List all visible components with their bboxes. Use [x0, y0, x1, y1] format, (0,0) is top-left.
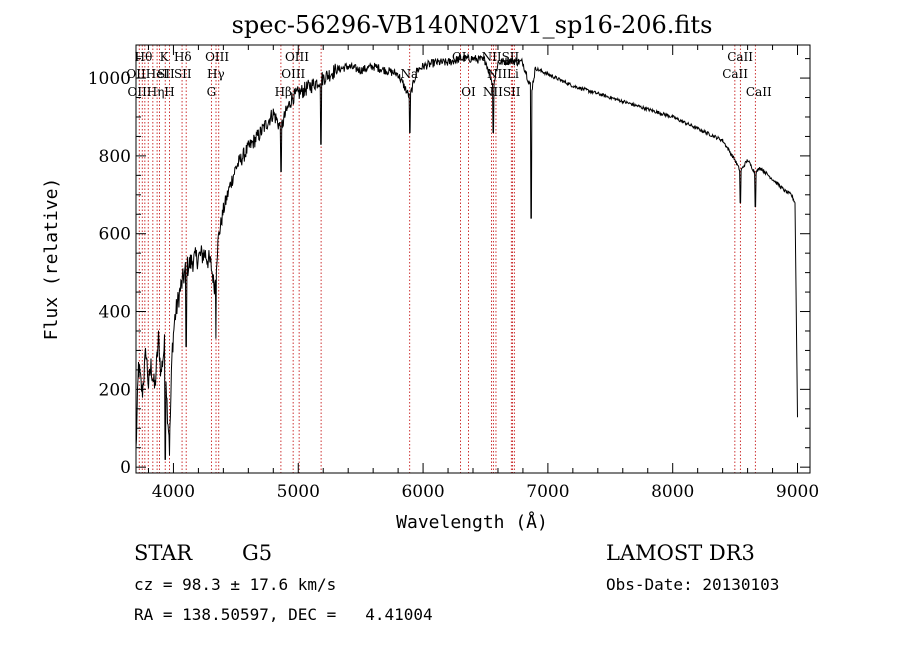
y-tick-label-5: 1000 [88, 69, 131, 89]
x-tick-label-4: 8000 [651, 482, 694, 502]
x-tick-label-1: 5000 [277, 482, 320, 502]
spectrum-line [135, 53, 798, 460]
marker-label-12: OIII [281, 67, 305, 81]
y-axis-ticks: 0 200 400 600 800 1000 [88, 58, 810, 478]
marker-label-5: H [164, 85, 174, 99]
object-class: STAR [134, 541, 193, 565]
y-tick-label-3: 600 [99, 225, 131, 245]
spectral-line-markers [138, 45, 756, 473]
marker-label-19: NIISII [483, 85, 521, 99]
marker-label-3: K [160, 50, 170, 64]
coordinates: RA = 138.50597, DEC = 4.41004 [134, 605, 433, 624]
x-axis-label: Wavelength (Å) [396, 511, 548, 533]
marker-label-10: G [207, 85, 217, 99]
marker-label-7: SII [174, 67, 192, 81]
y-tick-label-0: 0 [120, 458, 131, 478]
marker-label-0: Hθ [135, 50, 153, 64]
y-tick-label-2: 400 [99, 303, 131, 323]
plot-frame [135, 44, 811, 474]
x-axis-ticks: 4000 5000 6000 7000 8000 9000 [147, 45, 819, 502]
marker-label-14: Na [401, 67, 419, 81]
marker-label-13: Hβ [275, 85, 292, 99]
survey-name: LAMOST DR3 [606, 541, 755, 565]
object-subclass: G5 [242, 541, 272, 565]
y-axis-label: Flux (relative) [41, 178, 62, 341]
marker-label-6: Hδ [174, 50, 192, 64]
marker-label-22: CaII [746, 85, 772, 99]
x-tick-label-5: 9000 [776, 482, 819, 502]
spectral-line-labels: HθOIIHeIOIIHηKSIIHHδSIIOIIIHγGOIIIOIIIHβ… [126, 50, 772, 99]
marker-label-21: CaII [722, 67, 748, 81]
marker-label-18: NIILi [487, 67, 519, 81]
marker-label-8: OIII [205, 50, 229, 64]
marker-label-4: SII [157, 67, 175, 81]
marker-label-1: OIIHeI [126, 67, 168, 81]
marker-label-20: CaII [727, 50, 753, 64]
marker-label-9: Hγ [207, 67, 225, 81]
marker-label-16: OI [461, 85, 476, 99]
chart-title: spec-56296-VB140N02V1_sp16-206.fits [232, 11, 713, 39]
x-tick-label-0: 4000 [152, 482, 195, 502]
marker-label-11: OIII [285, 50, 309, 64]
x-tick-label-3: 7000 [526, 482, 569, 502]
redshift-velocity: cz = 98.3 ± 17.6 km/s [134, 575, 336, 594]
x-tick-label-2: 6000 [401, 482, 444, 502]
observation-date: Obs-Date: 20130103 [606, 575, 779, 594]
marker-label-2: OIIHη [127, 85, 164, 99]
y-tick-label-1: 200 [99, 380, 131, 400]
y-tick-label-4: 800 [99, 147, 131, 167]
